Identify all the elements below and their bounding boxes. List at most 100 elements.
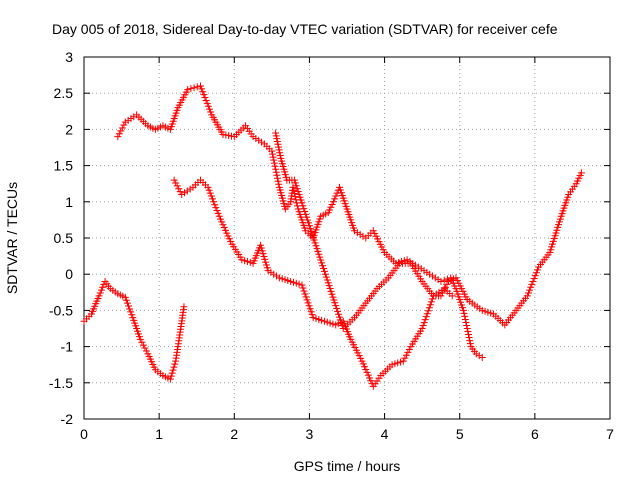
- data-point: [317, 256, 325, 264]
- data-point: [176, 188, 184, 196]
- data-point: [196, 82, 204, 90]
- data-point: [335, 313, 343, 321]
- data-point: [290, 190, 298, 198]
- data-point: [172, 179, 180, 187]
- data-point: [338, 322, 346, 330]
- data-point: [421, 316, 429, 324]
- data-point: [168, 369, 176, 377]
- data-point: [462, 318, 470, 326]
- x-tick-label: 1: [155, 426, 163, 442]
- data-point: [334, 307, 342, 315]
- data-point: [523, 292, 531, 300]
- data-point: [305, 222, 313, 230]
- data-point: [198, 85, 206, 93]
- data-point: [201, 94, 209, 102]
- data-point: [315, 250, 323, 258]
- x-tick-label: 2: [230, 426, 238, 442]
- data-point: [295, 190, 303, 198]
- data-point: [273, 174, 281, 182]
- data-point: [272, 165, 280, 173]
- data-point: [139, 341, 147, 349]
- data-point: [273, 171, 281, 179]
- data-point: [300, 205, 308, 213]
- data-point: [309, 233, 317, 241]
- plot-frame: [83, 56, 611, 420]
- data-point: [302, 293, 310, 301]
- data-point: [294, 187, 302, 195]
- x-tick-label: 3: [306, 426, 314, 442]
- data-point: [401, 354, 409, 362]
- x-axis-title: GPS time / hours: [294, 458, 401, 474]
- data-point: [210, 198, 218, 206]
- data-point: [167, 372, 175, 380]
- data-point: [304, 216, 312, 224]
- data-point: [308, 230, 316, 238]
- y-axis-title: SDTVAR / TECUs: [4, 182, 20, 294]
- data-point: [460, 309, 468, 317]
- data-point: [272, 168, 280, 176]
- data-point: [303, 213, 311, 221]
- data-point: [404, 348, 412, 356]
- series-track-1: [80, 277, 188, 383]
- data-point: [424, 307, 432, 315]
- data-point: [213, 206, 221, 214]
- data-point: [297, 196, 305, 204]
- data-point: [320, 267, 328, 275]
- data-point: [208, 195, 216, 203]
- data-point: [180, 303, 188, 311]
- data-point: [211, 201, 219, 209]
- data-point: [193, 83, 201, 91]
- data-point: [298, 281, 306, 289]
- data-point: [323, 276, 331, 284]
- data-point: [298, 199, 306, 207]
- data-point: [308, 311, 316, 319]
- data-point: [418, 325, 426, 332]
- data-point: [299, 202, 307, 210]
- data-point: [270, 159, 278, 167]
- data-point: [121, 293, 129, 301]
- y-tick-labels: -2 -1.5 -1 -0.5 0 0.5 1 1.5 2 2.5 3: [49, 49, 73, 427]
- y-tick-label: 3: [65, 49, 73, 65]
- data-point: [204, 183, 212, 191]
- data-point: [313, 245, 321, 253]
- data-point: [322, 273, 330, 281]
- data-point: [269, 153, 277, 161]
- data-point: [425, 304, 433, 312]
- data-point: [325, 282, 333, 290]
- y-tick-label: -1: [61, 339, 74, 355]
- y-tick-label: 0: [65, 266, 73, 282]
- data-point: [206, 189, 214, 197]
- data-point: [533, 266, 541, 274]
- axis-ticks: [83, 56, 611, 420]
- data-point: [275, 180, 283, 188]
- data-point: [437, 292, 445, 300]
- data-point: [333, 305, 341, 313]
- data-point: [318, 259, 326, 267]
- data-point: [136, 335, 144, 343]
- series-track-2: [114, 82, 486, 361]
- data-point: [466, 337, 474, 345]
- data-point: [465, 334, 473, 342]
- data-point: [466, 340, 474, 348]
- data-point: [169, 366, 177, 374]
- data-point: [443, 280, 451, 288]
- data-point: [332, 192, 340, 200]
- data-point: [332, 302, 340, 310]
- data-point: [328, 290, 336, 298]
- data-point: [531, 272, 539, 280]
- data-point: [214, 209, 222, 217]
- x-tick-label: 6: [531, 426, 539, 442]
- series-track-3: [170, 169, 585, 390]
- data-point: [440, 276, 448, 284]
- y-tick-label: -1.5: [49, 375, 73, 391]
- data-point: [306, 305, 314, 313]
- data-point: [423, 310, 431, 318]
- data-point: [205, 186, 213, 194]
- data-point: [529, 277, 537, 285]
- data-point: [128, 311, 136, 319]
- data-point: [271, 162, 279, 170]
- data-point: [463, 325, 471, 332]
- data-point: [99, 283, 107, 291]
- data-point: [426, 301, 434, 309]
